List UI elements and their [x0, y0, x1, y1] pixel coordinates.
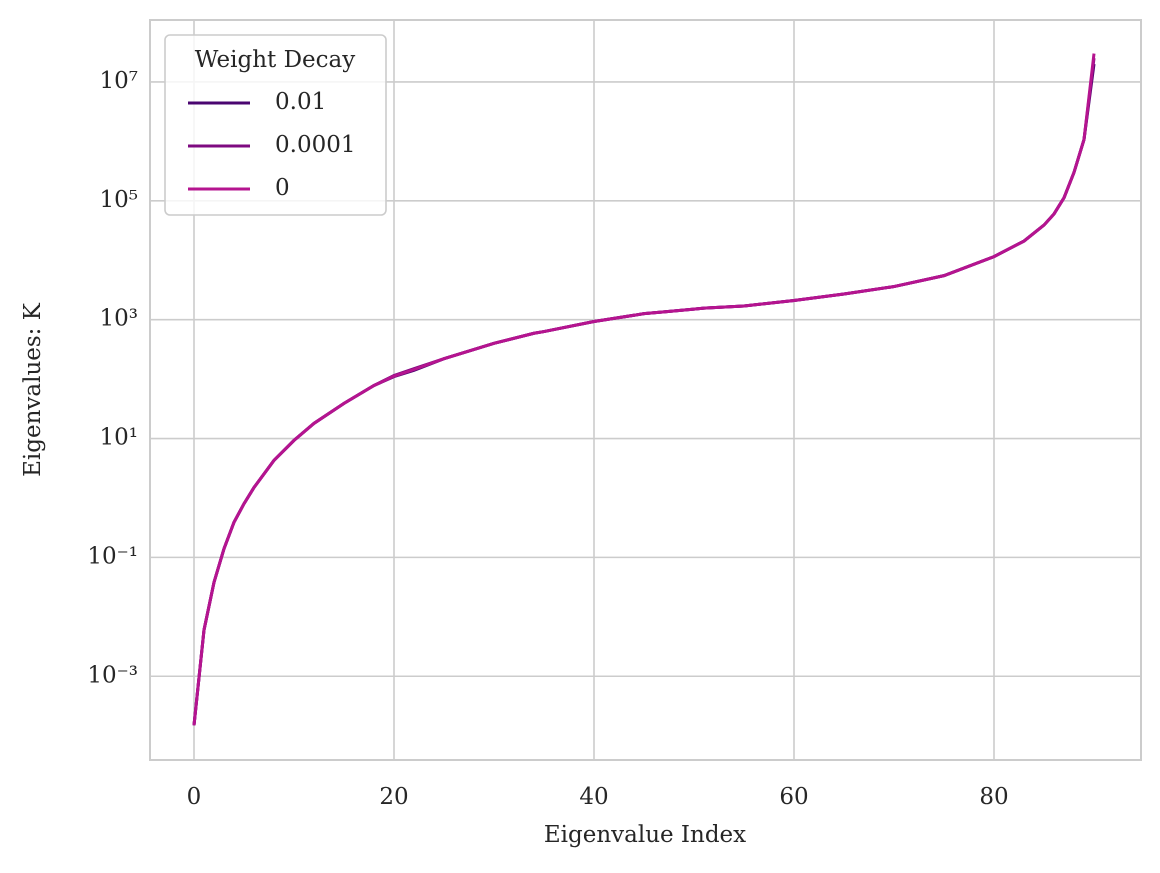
plot-frame	[149, 19, 1142, 761]
x-axis-label: Eigenvalue Index	[544, 822, 746, 848]
legend-title: Weight Decay	[195, 47, 355, 73]
series-line	[192, 53, 1096, 726]
y-tick-label: 10⁻¹	[87, 543, 138, 569]
x-tick-label: 0	[187, 784, 202, 810]
x-tick-label: 40	[579, 784, 608, 810]
x-tick-label: 60	[779, 784, 808, 810]
y-tick-label: 10³	[100, 306, 139, 332]
x-tick-label: 80	[979, 784, 1008, 810]
legend-label: 0.01	[275, 89, 326, 115]
y-tick-label: 10¹	[100, 425, 139, 451]
y-tick-label: 10⁷	[100, 68, 139, 94]
x-tick-label: 20	[379, 784, 408, 810]
y-tick-label: 10⁻³	[87, 662, 138, 688]
y-tick-label: 10⁵	[100, 187, 139, 213]
legend-box	[164, 34, 387, 216]
legend-label: 0.0001	[275, 132, 355, 158]
legend-label: 0	[275, 175, 290, 201]
y-axis-label: Eigenvalues: K	[20, 302, 46, 477]
